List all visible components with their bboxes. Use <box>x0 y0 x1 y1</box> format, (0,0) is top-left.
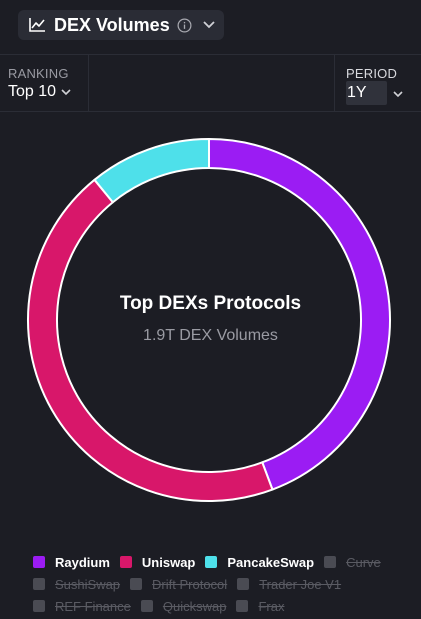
legend-swatch <box>33 600 45 612</box>
legend-item-quickswap[interactable]: Quickswap <box>140 598 227 614</box>
legend-item-drift-protocol[interactable]: Drift Protocol <box>130 577 227 592</box>
ranking-value: Top 10 <box>8 83 57 100</box>
legend-item-curve[interactable]: Curve <box>324 555 381 570</box>
filter-bar: RANKING Top 10 PERIOD 1Y <box>0 54 421 112</box>
period-value[interactable]: 1Y <box>346 81 387 105</box>
legend-row: SushiSwap Drift Protocol Trader Joe V1 <box>33 573 413 595</box>
dex-volumes-dropdown[interactable]: DEX Volumes <box>18 10 224 40</box>
chart-legend: Raydium Uniswap PancakeSwap Curve SushiSwap D… <box>33 551 413 617</box>
legend-label: Trader Joe V1 <box>259 576 342 592</box>
ranking-select[interactable]: RANKING Top 10 <box>0 55 89 111</box>
legend-label: Quickswap <box>162 598 227 614</box>
donut-chart: Top DEXs Protocols 1.9T DEX Volumes <box>0 113 421 543</box>
legend-label: PancakeSwap <box>227 554 315 570</box>
legend-label: Uniswap <box>141 554 196 570</box>
legend-label: Drift Protocol <box>152 576 228 592</box>
donut-chart-svg <box>27 138 391 502</box>
chart-center-title: Top DEXs Protocols <box>119 293 302 314</box>
chevron-down-icon <box>203 21 215 29</box>
period-label: PERIOD <box>346 66 398 81</box>
legend-item-uniswap[interactable]: Uniswap <box>119 554 196 570</box>
legend-item-sushiswap[interactable]: SushiSwap <box>33 577 120 592</box>
chevron-down-icon <box>61 89 71 96</box>
header: DEX Volumes <box>0 0 421 52</box>
legend-label: SushiSwap <box>55 576 121 592</box>
legend-row: REF Finance Quickswap Frax <box>33 595 413 617</box>
legend-label: Frax <box>258 598 285 614</box>
legend-swatch <box>140 600 153 612</box>
legend-swatch <box>237 578 250 590</box>
legend-swatch <box>33 578 45 590</box>
legend-swatch <box>236 600 249 612</box>
legend-label: Curve <box>346 554 381 570</box>
legend-item-ref-finance[interactable]: REF Finance <box>33 599 131 614</box>
legend-label: Raydium <box>55 554 110 570</box>
chevron-down-icon <box>393 91 403 98</box>
legend-item-raydium[interactable]: Raydium <box>33 555 110 570</box>
ranking-label: RANKING <box>8 66 69 81</box>
legend-swatch <box>130 578 143 590</box>
legend-swatch <box>324 556 337 568</box>
line-chart-icon <box>29 18 45 32</box>
page-title: DEX Volumes <box>54 14 170 35</box>
period-select[interactable]: PERIOD 1Y <box>334 55 421 111</box>
donut-slice-pancakeswap[interactable] <box>93 138 210 204</box>
ranking-value-wrap: Top 10 <box>8 83 72 101</box>
legend-label: REF Finance <box>55 598 131 614</box>
legend-item-frax[interactable]: Frax <box>236 599 284 614</box>
legend-item-pancakeswap[interactable]: PancakeSwap <box>205 555 314 570</box>
legend-item-trader-joe-v1[interactable]: Trader Joe V1 <box>237 577 341 592</box>
chart-center-subtitle: 1.9T DEX Volumes <box>143 327 278 344</box>
legend-swatch <box>33 556 45 568</box>
legend-row: Raydium Uniswap PancakeSwap Curve <box>33 551 413 573</box>
legend-swatch <box>205 556 218 568</box>
info-icon[interactable] <box>177 18 192 33</box>
legend-swatch <box>119 556 132 568</box>
